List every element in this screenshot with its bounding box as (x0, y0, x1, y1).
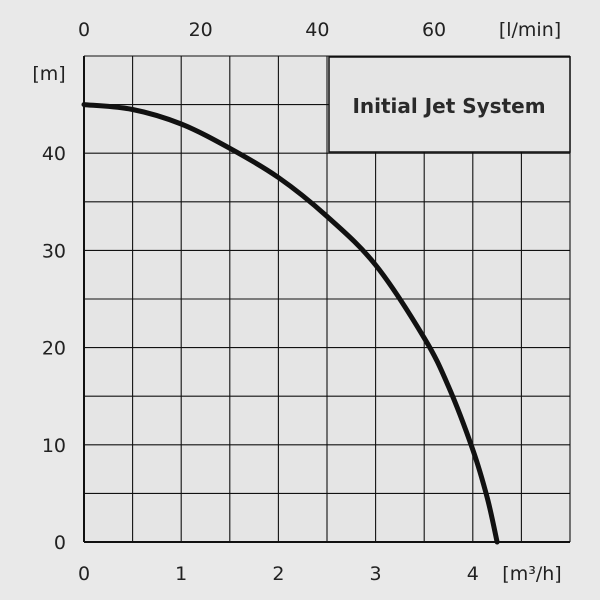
x-top-tick-labels: 0 20 40 60 (78, 19, 446, 41)
x-bottom-tick-label: 2 (272, 563, 284, 585)
x-top-unit-label: [l/min] (499, 19, 561, 41)
x-top-tick-label: 40 (305, 19, 329, 41)
x-top-tick-label: 0 (78, 19, 90, 41)
x-bottom-unit-label: [m³/h] (502, 563, 561, 585)
performance-curve (81, 102, 500, 545)
chart-title: Initial Jet System (352, 94, 545, 118)
y-tick-label: 20 (42, 338, 66, 360)
title-box: Initial Jet System (328, 56, 571, 153)
y-tick-labels: 0 10 20 30 40 (42, 143, 66, 554)
y-tick-label: 10 (42, 435, 66, 457)
y-tick-label: 40 (42, 143, 66, 165)
curve-layer (81, 102, 500, 545)
x-top-tick-label: 60 (422, 19, 446, 41)
x-bottom-tick-label: 4 (467, 563, 479, 585)
y-tick-label: 0 (54, 532, 66, 554)
grid (83, 55, 571, 543)
x-top-tick-label: 20 (189, 19, 213, 41)
x-bottom-tick-labels: 0 1 2 3 4 (78, 563, 479, 585)
x-bottom-tick-label: 1 (175, 563, 187, 585)
y-unit-label: [m] (32, 63, 65, 85)
title-box-frame (328, 56, 571, 153)
x-bottom-tick-label: 3 (370, 563, 382, 585)
y-tick-label: 30 (42, 240, 66, 262)
x-bottom-tick-label: 0 (78, 563, 90, 585)
